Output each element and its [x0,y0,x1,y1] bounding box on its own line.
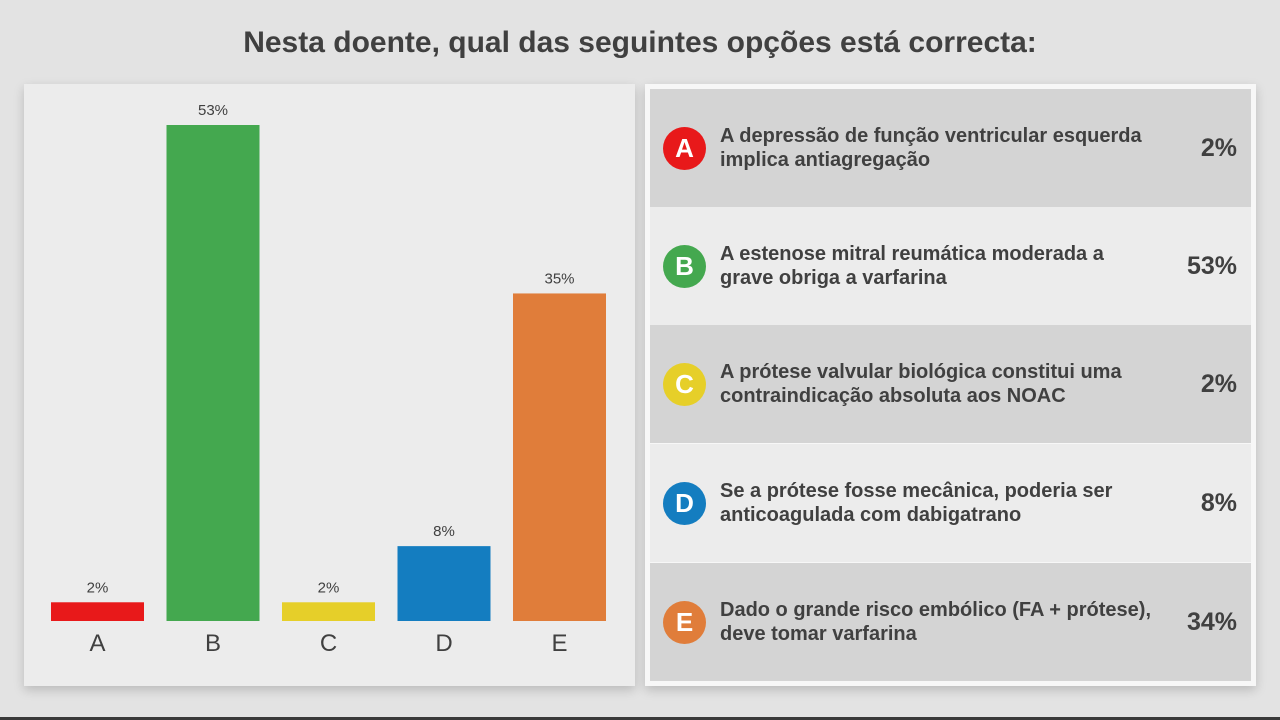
bar-value-label-b: 53% [198,102,228,119]
option-badge-c: C [663,362,706,406]
option-badge-e: E [663,600,706,644]
answer-options-panel: A A depressão de função ventricular esqu… [645,84,1256,686]
results-chart-panel: 2% A 53% B 2% C 8% D 35% E [24,84,635,686]
option-badge-a: A [663,126,706,170]
option-row-d: D Se a prótese fosse mecânica, poderia s… [650,444,1251,562]
option-row-e: E Dado o grande risco embólico (FA + pró… [650,563,1251,681]
option-text-c: A prótese valvular biológica constitui u… [720,361,1122,407]
option-badge-b: B [663,244,706,288]
bar-d [397,546,491,621]
results-bar-chart: 2% A 53% B 2% C 8% D 35% E [51,102,606,657]
option-row-a: A A depressão de função ventricular esqu… [650,89,1251,207]
question-title: Nesta doente, qual das seguintes opções … [243,26,1037,59]
bar-value-label-a: 2% [87,579,109,596]
option-row-c: C A prótese valvular biológica constitui… [650,325,1251,443]
category-label-c: C [320,630,337,657]
bar-value-label-c: 2% [318,579,340,596]
option-text-e: Dado o grande risco embólico (FA + próte… [720,599,1152,645]
option-text-d: Se a prótese fosse mecânica, poderia ser… [720,480,1113,526]
bar-e [513,293,606,621]
option-row-b: B A estenose mitral reumática moderada a… [650,207,1251,325]
bar-b [166,125,260,621]
category-label-b: B [205,630,221,657]
option-percent-b: 53% [1186,251,1237,280]
bar-value-label-e: 35% [544,270,574,287]
option-percent-e: 34% [1186,607,1237,636]
option-percent-c: 2% [1200,369,1237,398]
category-label-d: D [435,630,452,657]
category-label-a: A [89,630,105,657]
bar-a [51,602,144,621]
option-percent-d: 8% [1200,488,1237,517]
bottom-divider [0,717,1280,720]
bar-c [282,602,375,621]
bar-value-label-d: 8% [433,523,455,540]
option-text-b: A estenose mitral reumática moderada a g… [720,243,1104,289]
category-label-e: E [551,630,567,657]
option-badge-d: D [663,481,706,525]
option-text-a: A depressão de função ventricular esquer… [720,125,1142,171]
option-percent-a: 2% [1200,133,1237,162]
